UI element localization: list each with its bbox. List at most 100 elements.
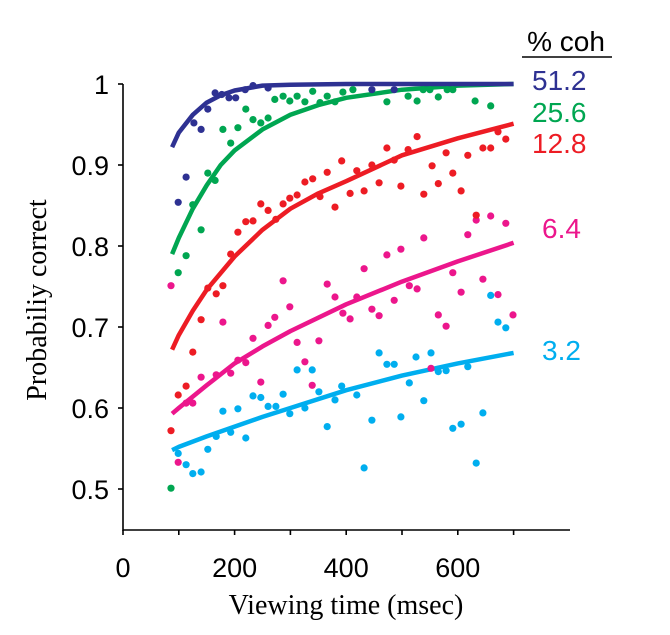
data-point-coh-25-6 <box>487 102 495 110</box>
data-point-coh-3-2 <box>434 368 442 376</box>
data-point-coh-6-4 <box>420 234 428 242</box>
data-point-coh-3-2 <box>383 360 391 368</box>
data-point-coh-6-4 <box>457 288 465 296</box>
data-point-coh-12-8 <box>338 157 346 165</box>
data-point-coh-3-2 <box>502 324 510 332</box>
data-point-coh-3-2 <box>257 393 265 402</box>
data-point-coh-3-2 <box>368 416 376 424</box>
data-point-coh-25-6 <box>426 86 434 94</box>
fit-curve-coh-51-2 <box>170 81 514 149</box>
data-point-coh-25-6 <box>443 86 451 94</box>
data-point-coh-6-4 <box>279 277 287 285</box>
data-point-coh-6-4 <box>293 338 301 346</box>
y-tick-label: 0.8 <box>71 232 109 262</box>
data-point-coh-3-2 <box>212 432 220 440</box>
data-point-coh-12-8 <box>442 149 450 157</box>
data-point-coh-6-4 <box>331 293 339 301</box>
data-point-coh-25-6 <box>383 98 391 106</box>
data-point-coh-25-6 <box>286 97 294 105</box>
data-point-coh-3-2 <box>331 396 339 404</box>
data-point-coh-6-4 <box>413 285 421 293</box>
data-point-coh-6-4 <box>405 282 413 290</box>
data-point-coh-12-8 <box>487 144 495 152</box>
fit-curve-coh-3-2 <box>171 350 515 453</box>
data-point-coh-6-4 <box>383 251 391 259</box>
data-point-coh-25-6 <box>189 201 197 209</box>
fit-curve-coh-25-6 <box>170 81 514 255</box>
data-point-coh-6-4 <box>375 312 383 320</box>
data-point-coh-12-8 <box>264 206 272 214</box>
data-point-coh-12-8 <box>449 169 457 177</box>
data-point-coh-25-6 <box>404 92 412 100</box>
data-point-coh-6-4 <box>487 212 495 220</box>
data-point-coh-6-4 <box>257 378 265 386</box>
data-point-coh-3-2 <box>279 390 287 398</box>
data-point-coh-12-8 <box>182 382 190 390</box>
data-point-coh-12-8 <box>167 427 175 435</box>
fit-curves <box>170 81 515 453</box>
data-point-coh-25-6 <box>204 169 212 177</box>
data-point-coh-12-8 <box>420 190 428 198</box>
data-point-coh-3-2 <box>449 424 457 432</box>
legend-label-coh-6-4: 6.4 <box>542 213 581 244</box>
data-point-coh-3-2 <box>272 402 280 410</box>
data-point-coh-3-2 <box>487 291 495 299</box>
data-point-coh-25-6 <box>271 95 279 103</box>
data-point-coh-12-8 <box>404 146 412 154</box>
data-point-coh-3-2 <box>457 420 465 428</box>
x-tick-label: 200 <box>212 553 257 583</box>
data-point-coh-12-8 <box>174 391 182 399</box>
legend-title: % coh <box>527 26 605 57</box>
data-point-coh-3-2 <box>174 449 182 457</box>
fit-curve-coh-6-4 <box>170 240 515 416</box>
data-point-coh-3-2 <box>234 405 242 413</box>
data-point-coh-6-4 <box>315 337 323 345</box>
data-point-coh-6-4 <box>249 334 257 342</box>
data-point-coh-3-2 <box>286 410 294 418</box>
data-point-coh-12-8 <box>234 228 242 236</box>
data-point-coh-25-6 <box>339 88 347 96</box>
data-point-coh-6-4 <box>360 265 368 273</box>
x-tick-label: 600 <box>435 553 480 583</box>
data-point-coh-3-2 <box>464 363 472 371</box>
data-point-coh-12-8 <box>353 167 361 175</box>
data-point-coh-25-6 <box>349 86 357 94</box>
data-point-coh-12-8 <box>272 215 280 223</box>
data-point-coh-3-2 <box>397 413 405 421</box>
data-point-coh-3-2 <box>442 367 450 375</box>
data-point-coh-12-8 <box>293 191 301 199</box>
y-tick-label: 0.6 <box>71 394 109 424</box>
data-point-coh-25-6 <box>227 139 235 147</box>
data-point-coh-6-4 <box>368 305 376 313</box>
legend-label-coh-12-8: 12.8 <box>532 128 587 159</box>
data-point-coh-3-2 <box>412 353 420 361</box>
data-point-coh-12-8 <box>257 200 265 208</box>
data-point-coh-3-2 <box>479 409 487 417</box>
data-point-coh-3-2 <box>182 461 190 469</box>
data-point-coh-12-8 <box>479 144 487 152</box>
data-point-coh-6-4 <box>301 358 309 366</box>
y-tick-label: 0.9 <box>71 151 109 181</box>
data-point-coh-6-4 <box>427 364 435 372</box>
data-point-coh-6-4 <box>197 373 205 381</box>
data-point-coh-25-6 <box>471 97 479 105</box>
data-point-coh-3-2 <box>197 468 205 476</box>
data-point-coh-3-2 <box>360 464 368 472</box>
data-point-coh-3-2 <box>390 360 398 368</box>
data-point-coh-51-2 <box>241 86 249 94</box>
data-point-coh-3-2 <box>405 379 413 387</box>
data-point-coh-12-8 <box>242 218 250 226</box>
data-point-coh-6-4 <box>346 315 354 323</box>
y-ticks: 0.5 0.6 0.7 0.8 0.9 1 <box>71 70 123 505</box>
data-point-coh-12-8 <box>323 168 331 176</box>
data-point-coh-6-4 <box>219 318 227 326</box>
data-point-coh-12-8 <box>227 250 235 258</box>
data-point-coh-25-6 <box>167 484 175 492</box>
data-point-coh-51-2 <box>197 125 205 133</box>
data-point-coh-12-8 <box>397 182 405 190</box>
data-point-coh-51-2 <box>368 86 376 94</box>
data-point-coh-6-4 <box>502 219 510 227</box>
data-point-coh-51-2 <box>225 94 233 102</box>
legend-label-coh-51-2: 51.2 <box>532 65 587 96</box>
